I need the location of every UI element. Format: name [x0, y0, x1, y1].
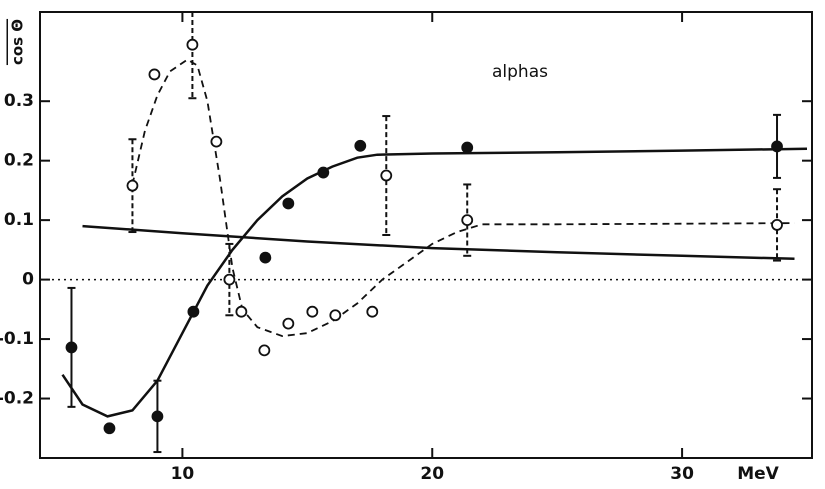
y-axis-label: cos Θ [9, 19, 27, 65]
data-point [282, 197, 295, 210]
data-point [771, 140, 783, 153]
data-point [366, 305, 379, 318]
data-point [186, 38, 199, 51]
curve [131, 58, 795, 338]
data-point [461, 214, 474, 227]
data-point [317, 166, 330, 179]
data-point [126, 179, 139, 192]
y-tick-label: 0 [22, 270, 34, 290]
data-point [259, 251, 272, 264]
x-axis-label: MeV [737, 464, 779, 484]
data-point [258, 344, 271, 357]
plot-frame [39, 11, 813, 459]
data-point [148, 68, 161, 81]
x-tick-label: 20 [420, 464, 444, 484]
data-point [306, 305, 319, 318]
data-point [354, 139, 367, 152]
data-point [187, 305, 200, 318]
x-tick-label: 10 [171, 464, 195, 484]
annotation: alphas [492, 62, 548, 82]
curve [61, 147, 808, 418]
y-tick-label: 0.1 [4, 210, 34, 230]
x-tick-label: 30 [670, 464, 694, 484]
data-point [151, 410, 164, 423]
data-point [235, 305, 248, 318]
data-point [282, 317, 295, 330]
data-point [103, 422, 116, 435]
curve [82, 224, 795, 261]
y-tick-label: 0.2 [4, 151, 34, 171]
y-tick-label: -0.2 [0, 389, 34, 409]
data-point [461, 141, 474, 154]
data-point [65, 341, 78, 354]
data-point [329, 309, 342, 322]
data-point [223, 273, 236, 286]
data-point [210, 135, 223, 148]
data-point [380, 169, 393, 182]
data-point [771, 218, 783, 231]
y-tick-label: 0.3 [4, 91, 34, 111]
y-tick-label: -0.1 [0, 329, 34, 349]
